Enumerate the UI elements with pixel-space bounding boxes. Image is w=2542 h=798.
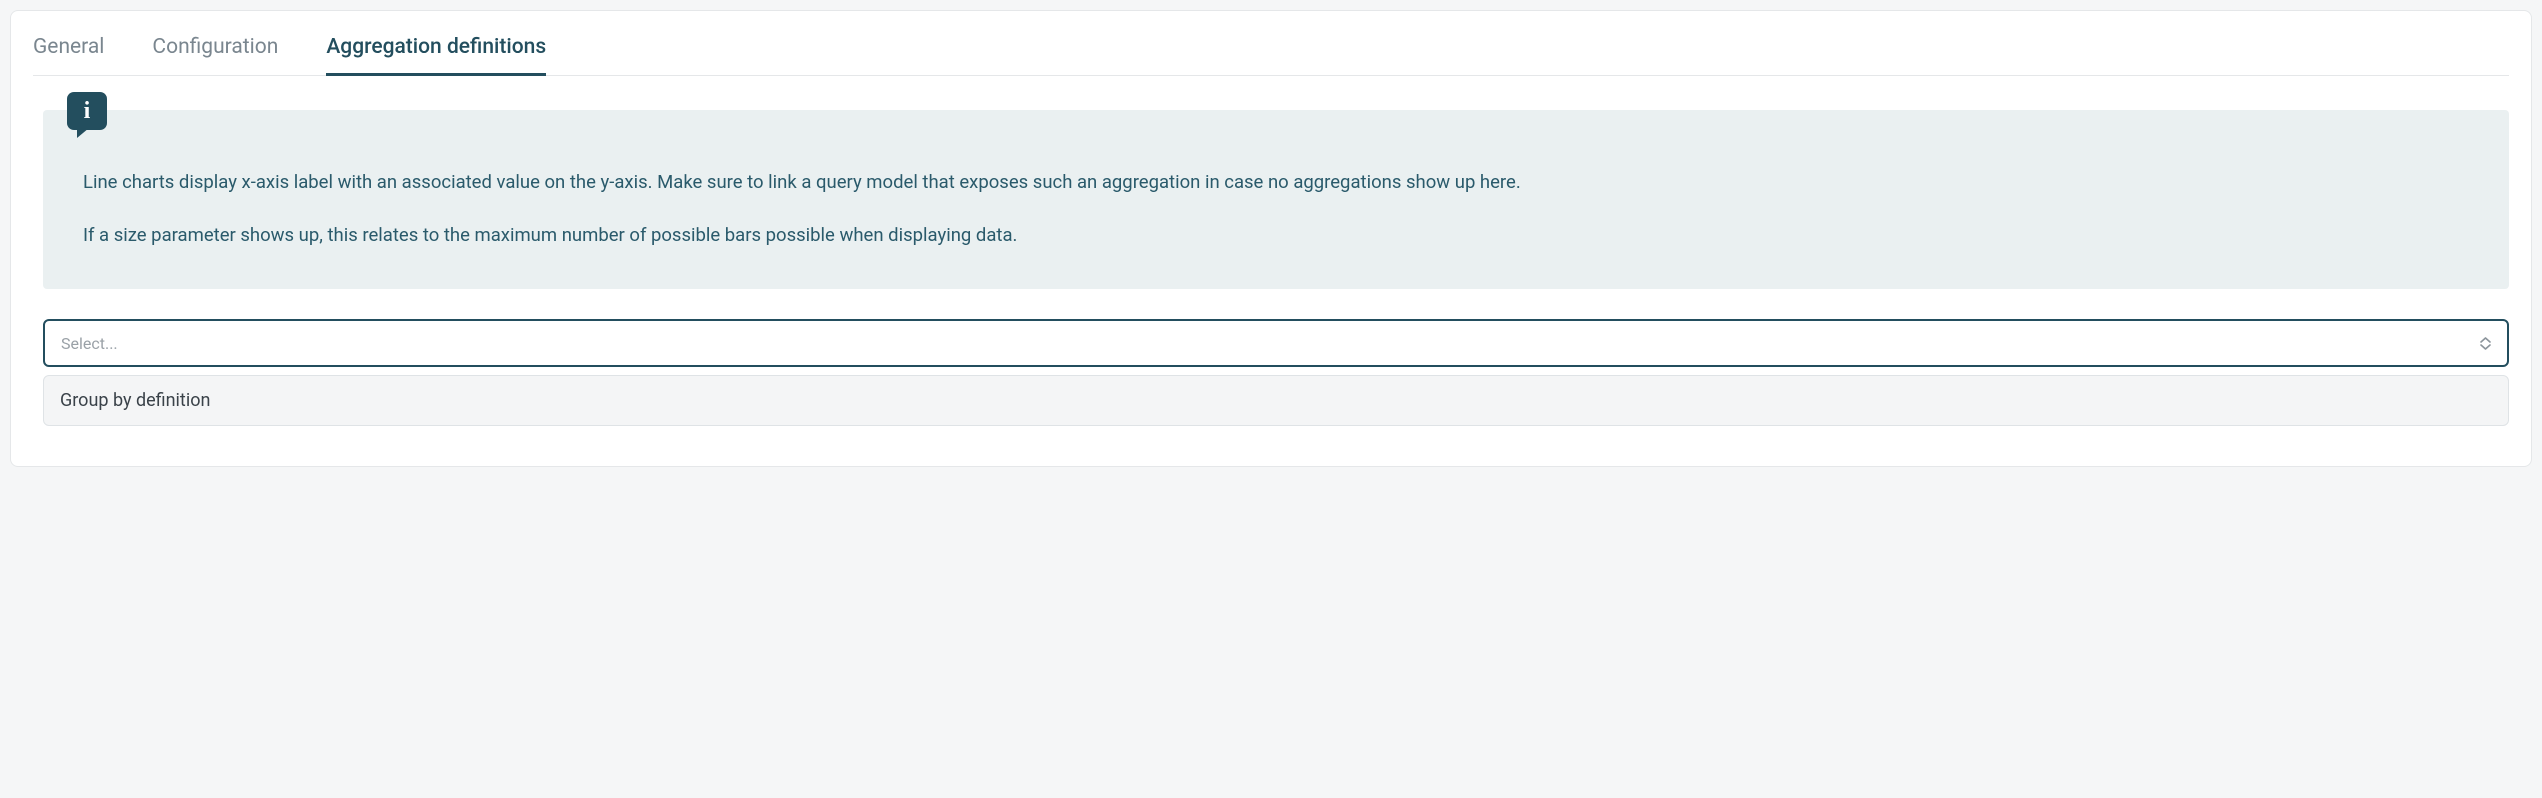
info-text: Line charts display x-axis label with an… bbox=[83, 168, 2469, 249]
aggregation-select-dropdown: Group by definition bbox=[43, 375, 2509, 426]
tab-label: Aggregation definitions bbox=[326, 35, 546, 59]
select-placeholder: Select... bbox=[61, 334, 118, 353]
tabs-bar: General Configuration Aggregation defini… bbox=[33, 29, 2509, 76]
dropdown-option-group-by-definition[interactable]: Group by definition bbox=[44, 376, 2508, 425]
info-paragraph-1: Line charts display x-axis label with an… bbox=[83, 168, 2469, 197]
chevron-up-down-icon bbox=[2480, 337, 2491, 350]
tab-configuration[interactable]: Configuration bbox=[152, 29, 278, 76]
aggregation-select[interactable]: Select... bbox=[43, 319, 2509, 367]
info-callout: i Line charts display x-axis label with … bbox=[43, 110, 2509, 289]
tab-aggregation-definitions[interactable]: Aggregation definitions bbox=[326, 29, 546, 76]
tab-label: General bbox=[33, 35, 104, 59]
info-icon: i bbox=[67, 92, 107, 130]
tab-label: Configuration bbox=[152, 35, 278, 59]
dropdown-option-label: Group by definition bbox=[60, 390, 210, 411]
settings-card: General Configuration Aggregation defini… bbox=[10, 10, 2532, 467]
tab-general[interactable]: General bbox=[33, 29, 104, 76]
info-paragraph-2: If a size parameter shows up, this relat… bbox=[83, 221, 2469, 250]
